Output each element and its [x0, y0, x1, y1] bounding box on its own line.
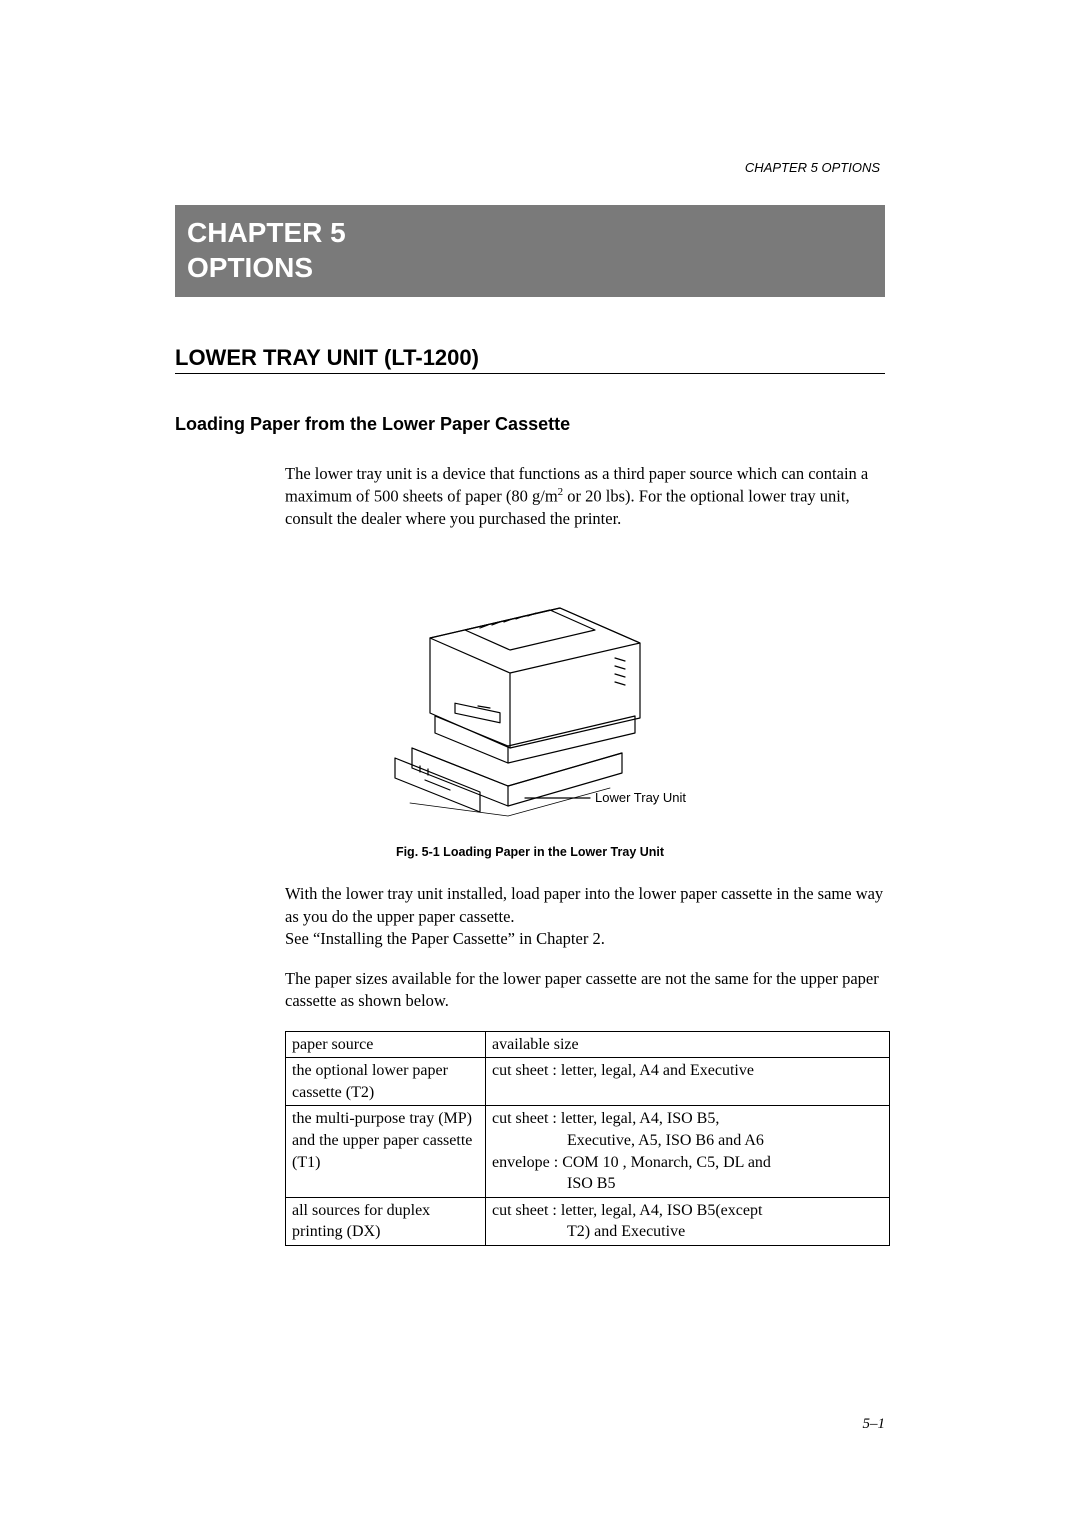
running-head: CHAPTER 5 OPTIONS [175, 160, 885, 175]
intro-paragraph: The lower tray unit is a device that fun… [285, 463, 885, 530]
figure-container: Lower Tray Unit [175, 548, 885, 833]
body-paragraph-2b: See “Installing the Paper Cassette” in C… [285, 928, 885, 950]
table-cell: all sources for duplex printing (DX) [286, 1197, 486, 1245]
table-row: the multi-purpose tray (MP) and the uppe… [286, 1106, 890, 1197]
table-cell: cut sheet : letter, legal, A4 and Execut… [486, 1058, 890, 1106]
body-paragraph-3: The paper sizes available for the lower … [285, 968, 885, 1013]
table-cell: the multi-purpose tray (MP) and the uppe… [286, 1106, 486, 1197]
table-header-col1: paper source [286, 1031, 486, 1058]
table-row: all sources for duplex printing (DX) cut… [286, 1197, 890, 1245]
cell-line: T2) and Executive [492, 1221, 883, 1243]
cell-line: cut sheet : letter, legal, A4, ISO B5, [492, 1110, 719, 1127]
cell-line: ISO B5 [492, 1173, 883, 1195]
chapter-title: OPTIONS [187, 250, 873, 285]
table-header-row: paper source available size [286, 1031, 890, 1058]
paper-size-table: paper source available size the optional… [285, 1031, 890, 1246]
table-header-col2: available size [486, 1031, 890, 1058]
cell-line: envelope : COM 10 , Monarch, C5, DL and [492, 1154, 771, 1171]
table-cell: the optional lower paper cassette (T2) [286, 1058, 486, 1106]
chapter-banner: CHAPTER 5 OPTIONS [175, 205, 885, 297]
figure-caption: Fig. 5-1 Loading Paper in the Lower Tray… [175, 845, 885, 859]
chapter-number: CHAPTER 5 [187, 215, 873, 250]
figure-callout-label: Lower Tray Unit [595, 790, 686, 805]
table-cell: cut sheet : letter, legal, A4, ISO B5, E… [486, 1106, 890, 1197]
cell-line: cut sheet : letter, legal, A4, ISO B5(ex… [492, 1202, 762, 1219]
body-paragraph-2a: With the lower tray unit installed, load… [285, 883, 885, 928]
printer-illustration: Lower Tray Unit [360, 548, 700, 828]
table-row: the optional lower paper cassette (T2) c… [286, 1058, 890, 1106]
page-number: 5–1 [863, 1416, 886, 1433]
subsection-heading: Loading Paper from the Lower Paper Casse… [175, 414, 885, 435]
table-cell: cut sheet : letter, legal, A4, ISO B5(ex… [486, 1197, 890, 1245]
cell-line: Executive, A5, ISO B6 and A6 [492, 1130, 883, 1152]
section-heading: LOWER TRAY UNIT (LT-1200) [175, 345, 885, 374]
